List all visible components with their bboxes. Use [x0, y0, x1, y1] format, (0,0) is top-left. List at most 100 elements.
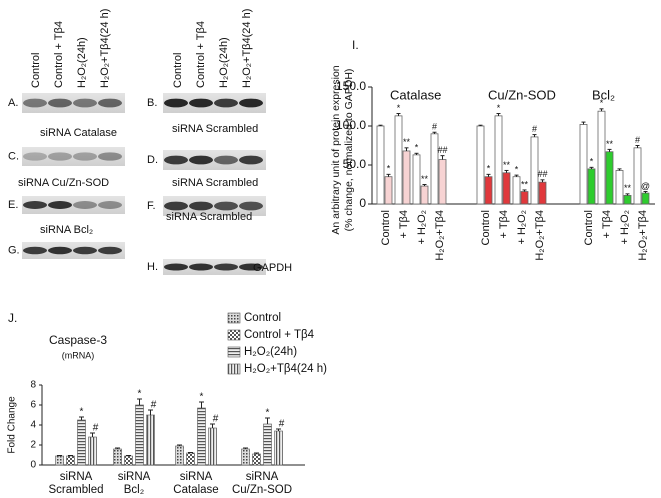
- bar: [538, 181, 547, 205]
- bar: [88, 436, 97, 466]
- bar: [66, 455, 75, 466]
- significance-marker: #: [151, 400, 157, 411]
- y-tick-label: 4: [30, 420, 36, 431]
- significance-marker: #: [432, 122, 437, 132]
- group-label: Catalase: [390, 87, 441, 102]
- bar: [520, 191, 529, 205]
- significance-marker: *: [397, 103, 401, 113]
- blot-band: [23, 246, 47, 255]
- blot-label: siRNA Scrambled: [166, 211, 252, 223]
- bar: [394, 115, 403, 205]
- legend-swatch: [227, 329, 241, 341]
- significance-marker: *: [487, 164, 491, 174]
- bar: [208, 427, 217, 466]
- significance-marker: #: [279, 419, 285, 430]
- y-tick-label: 150.0: [336, 79, 366, 93]
- y-tick-label: 6: [30, 400, 36, 411]
- column-header: Control: [172, 53, 184, 88]
- significance-marker: *: [266, 408, 270, 419]
- significance-marker: *: [515, 165, 519, 175]
- bar: [597, 110, 606, 205]
- bar: [197, 407, 206, 466]
- blot-id: D.: [147, 154, 158, 166]
- x-tick-label: Bcl₂: [124, 484, 144, 496]
- x-tick-label: H₂O₂+Tβ4: [434, 210, 446, 261]
- y-tick-label: 2: [30, 440, 36, 451]
- x-tick-label: + H₂O₂: [416, 210, 428, 245]
- x-tick-label: siRNA: [118, 471, 151, 483]
- legend-label: Control: [244, 312, 281, 324]
- blot-band: [164, 263, 188, 271]
- bar: [579, 124, 588, 205]
- blot-band: [48, 98, 72, 108]
- blot-id: A.: [8, 97, 18, 109]
- x-tick-label: Cu/Zn-SOD: [232, 484, 292, 496]
- column-header: H₂O₂(24h): [76, 37, 88, 88]
- y-tick-label: 100.0: [336, 118, 366, 132]
- blot-label: GAPDH: [253, 262, 292, 274]
- column-header: H₂O₂(24h): [218, 37, 230, 88]
- blot-band: [214, 155, 238, 165]
- legend-label: Control + Tβ4: [244, 329, 315, 341]
- x-tick-label: Control: [480, 210, 492, 245]
- significance-marker: *: [415, 143, 419, 153]
- blot-label: siRNA Catalase: [40, 127, 117, 139]
- bar: [175, 445, 184, 466]
- significance-marker: **: [421, 174, 429, 184]
- bar: [252, 453, 261, 466]
- significance-marker: *: [590, 157, 594, 167]
- blot-label: siRNA Bcl₂: [40, 224, 93, 236]
- blot-band: [189, 201, 213, 211]
- legend-label: H₂O₂(24h): [244, 346, 297, 358]
- bar: [241, 448, 250, 466]
- y-axis-label: An arbitrary unit of protein expresion: [330, 65, 342, 234]
- x-tick-label: Control: [380, 210, 392, 245]
- blot-band: [48, 246, 72, 255]
- bar: [124, 455, 133, 466]
- bar: [633, 147, 642, 205]
- blot-band: [73, 98, 97, 108]
- blot-band: [239, 155, 263, 165]
- chart-subtitle: Caspase-3: [49, 333, 107, 347]
- blot-id: B.: [147, 97, 157, 109]
- blot-label: siRNA Scrambled: [172, 123, 258, 135]
- blot-band: [239, 263, 263, 271]
- bar: [135, 404, 144, 466]
- significance-marker: **: [403, 137, 411, 147]
- group-label: Cu/Zn-SOD: [488, 87, 556, 102]
- significance-marker: #: [213, 414, 219, 425]
- bar: [438, 159, 447, 205]
- bar: [384, 176, 393, 205]
- x-tick-label: Scrambled: [49, 484, 104, 496]
- x-tick-label: H₂O₂+Tβ4: [534, 210, 546, 261]
- legend-swatch: [227, 363, 241, 375]
- bar: [476, 125, 485, 205]
- bar: [77, 419, 86, 466]
- blot-id: C.: [8, 150, 19, 162]
- significance-marker: *: [80, 407, 84, 418]
- bar: [615, 170, 624, 205]
- bar: [605, 151, 614, 205]
- significance-marker: @: [641, 181, 650, 191]
- bar: [484, 176, 493, 205]
- y-tick-label: 0: [30, 460, 36, 471]
- x-tick-label: siRNA: [246, 471, 279, 483]
- y-axis-label: Fold Change: [7, 396, 18, 454]
- blot-id: E.: [8, 199, 18, 211]
- x-tick-label: + H₂O₂: [619, 210, 631, 245]
- bar: [146, 414, 155, 466]
- bar: [186, 452, 195, 466]
- significance-marker: *: [497, 103, 501, 113]
- blot-id: H.: [147, 261, 158, 273]
- blot-band: [164, 98, 188, 108]
- column-header: H₂O₂+Tβ4(24 h): [99, 9, 111, 88]
- blot-label: siRNA Scrambled: [172, 177, 258, 189]
- chart-title: J.: [8, 311, 17, 325]
- blot-id: F.: [147, 200, 156, 212]
- blot-band: [189, 98, 213, 108]
- legend-swatch: [227, 346, 241, 358]
- blot-band: [23, 201, 47, 209]
- blot: [22, 196, 125, 214]
- blot-band: [189, 155, 213, 165]
- significance-marker: #: [532, 124, 537, 134]
